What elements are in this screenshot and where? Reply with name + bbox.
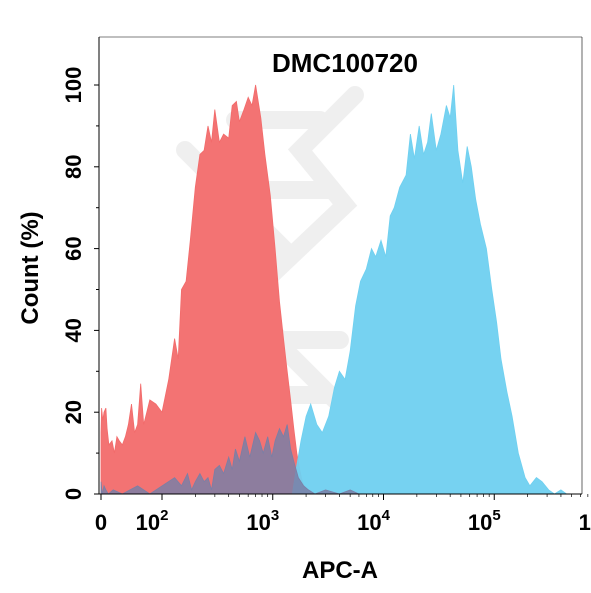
x-tick-label: 102: [136, 507, 169, 535]
y-tick-label: 40: [61, 318, 86, 342]
x-tick-label: 106: [579, 507, 591, 535]
x-tick-label: 105: [468, 507, 501, 535]
chart-title: DMC100720: [272, 48, 418, 78]
tick-marks: [94, 84, 589, 500]
x-tick-label: 103: [246, 507, 279, 535]
y-tick-label: 100: [61, 67, 86, 104]
y-tick-label: 60: [61, 236, 86, 260]
x-tick-label: 0: [95, 510, 107, 535]
x-tick-label: 104: [357, 507, 390, 535]
plot-frame: [98, 36, 583, 495]
series-3-area: [100, 424, 360, 495]
series-2-area: [291, 84, 568, 495]
tick-labels: 0 20 40 60 80 100 0 102 103 104 105 106: [61, 67, 591, 535]
series-1-area: [100, 84, 315, 495]
x-axis-label: APC-A: [302, 557, 378, 584]
y-axis-label: Count (%): [17, 211, 44, 324]
histogram-series: [100, 84, 568, 495]
y-tick-label: 20: [61, 400, 86, 424]
y-tick-label: 0: [61, 488, 86, 500]
y-tick-label: 80: [61, 155, 86, 179]
